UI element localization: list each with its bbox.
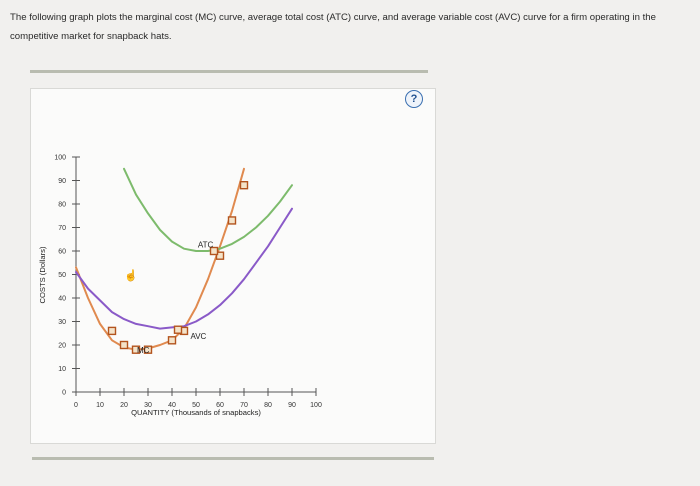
help-button[interactable]: ? (405, 90, 423, 108)
x-tick-label: 40 (168, 402, 176, 409)
mc-marker-point[interactable] (239, 180, 249, 190)
graph-panel (30, 88, 436, 444)
y-tick-label: 100 (54, 155, 66, 162)
curve-atc (123, 167, 293, 252)
x-tick-label: 70 (240, 402, 248, 409)
x-tick-label: 90 (288, 402, 296, 409)
mc-marker-point[interactable] (215, 251, 225, 260)
y-tick-label: 90 (58, 178, 66, 185)
atc-min-marker[interactable] (209, 246, 219, 256)
label-avc: AVC (190, 332, 206, 341)
x-tick-label: 20 (120, 402, 128, 409)
cursor-hand-icon: ☝ (124, 268, 138, 282)
mc-marker-point[interactable] (167, 336, 177, 345)
y-tick-label: 60 (58, 249, 66, 256)
label-atc: ATC (198, 240, 214, 249)
x-tick-label: 100 (310, 402, 322, 409)
curve-avc (75, 207, 293, 330)
y-tick-label: 50 (58, 272, 66, 279)
y-tick-label: 70 (58, 225, 66, 232)
y-axis-label: COSTS (Dollars) (38, 246, 47, 303)
mc-marker-point[interactable] (119, 340, 129, 350)
question-text: The following graph plots the marginal c… (10, 12, 656, 42)
x-tick-label: 30 (144, 402, 152, 409)
y-tick-label: 20 (58, 343, 66, 350)
mc-marker-point[interactable] (131, 345, 141, 354)
avc-min-marker[interactable] (173, 325, 183, 334)
x-tick-label: 0 (74, 402, 78, 409)
label-mc: MC (137, 346, 150, 355)
x-tick-label: 80 (264, 402, 272, 409)
y-tick-label: 10 (58, 366, 66, 373)
y-tick-label: 30 (58, 319, 66, 326)
y-tick-label: 40 (58, 296, 66, 303)
y-tick-label: 0 (62, 390, 66, 397)
divider (30, 70, 428, 73)
x-axis-label: QUANTITY (Thousands of snapbacks) (131, 408, 261, 417)
y-tick-label: 80 (58, 202, 66, 209)
x-tick-label: 60 (216, 402, 224, 409)
divider (32, 457, 434, 460)
mc-marker-point[interactable] (143, 345, 153, 354)
x-tick-label: 10 (96, 402, 104, 409)
mc-marker-point[interactable] (107, 326, 117, 336)
x-tick-label: 50 (192, 402, 200, 409)
mc-marker-point[interactable] (227, 216, 237, 225)
